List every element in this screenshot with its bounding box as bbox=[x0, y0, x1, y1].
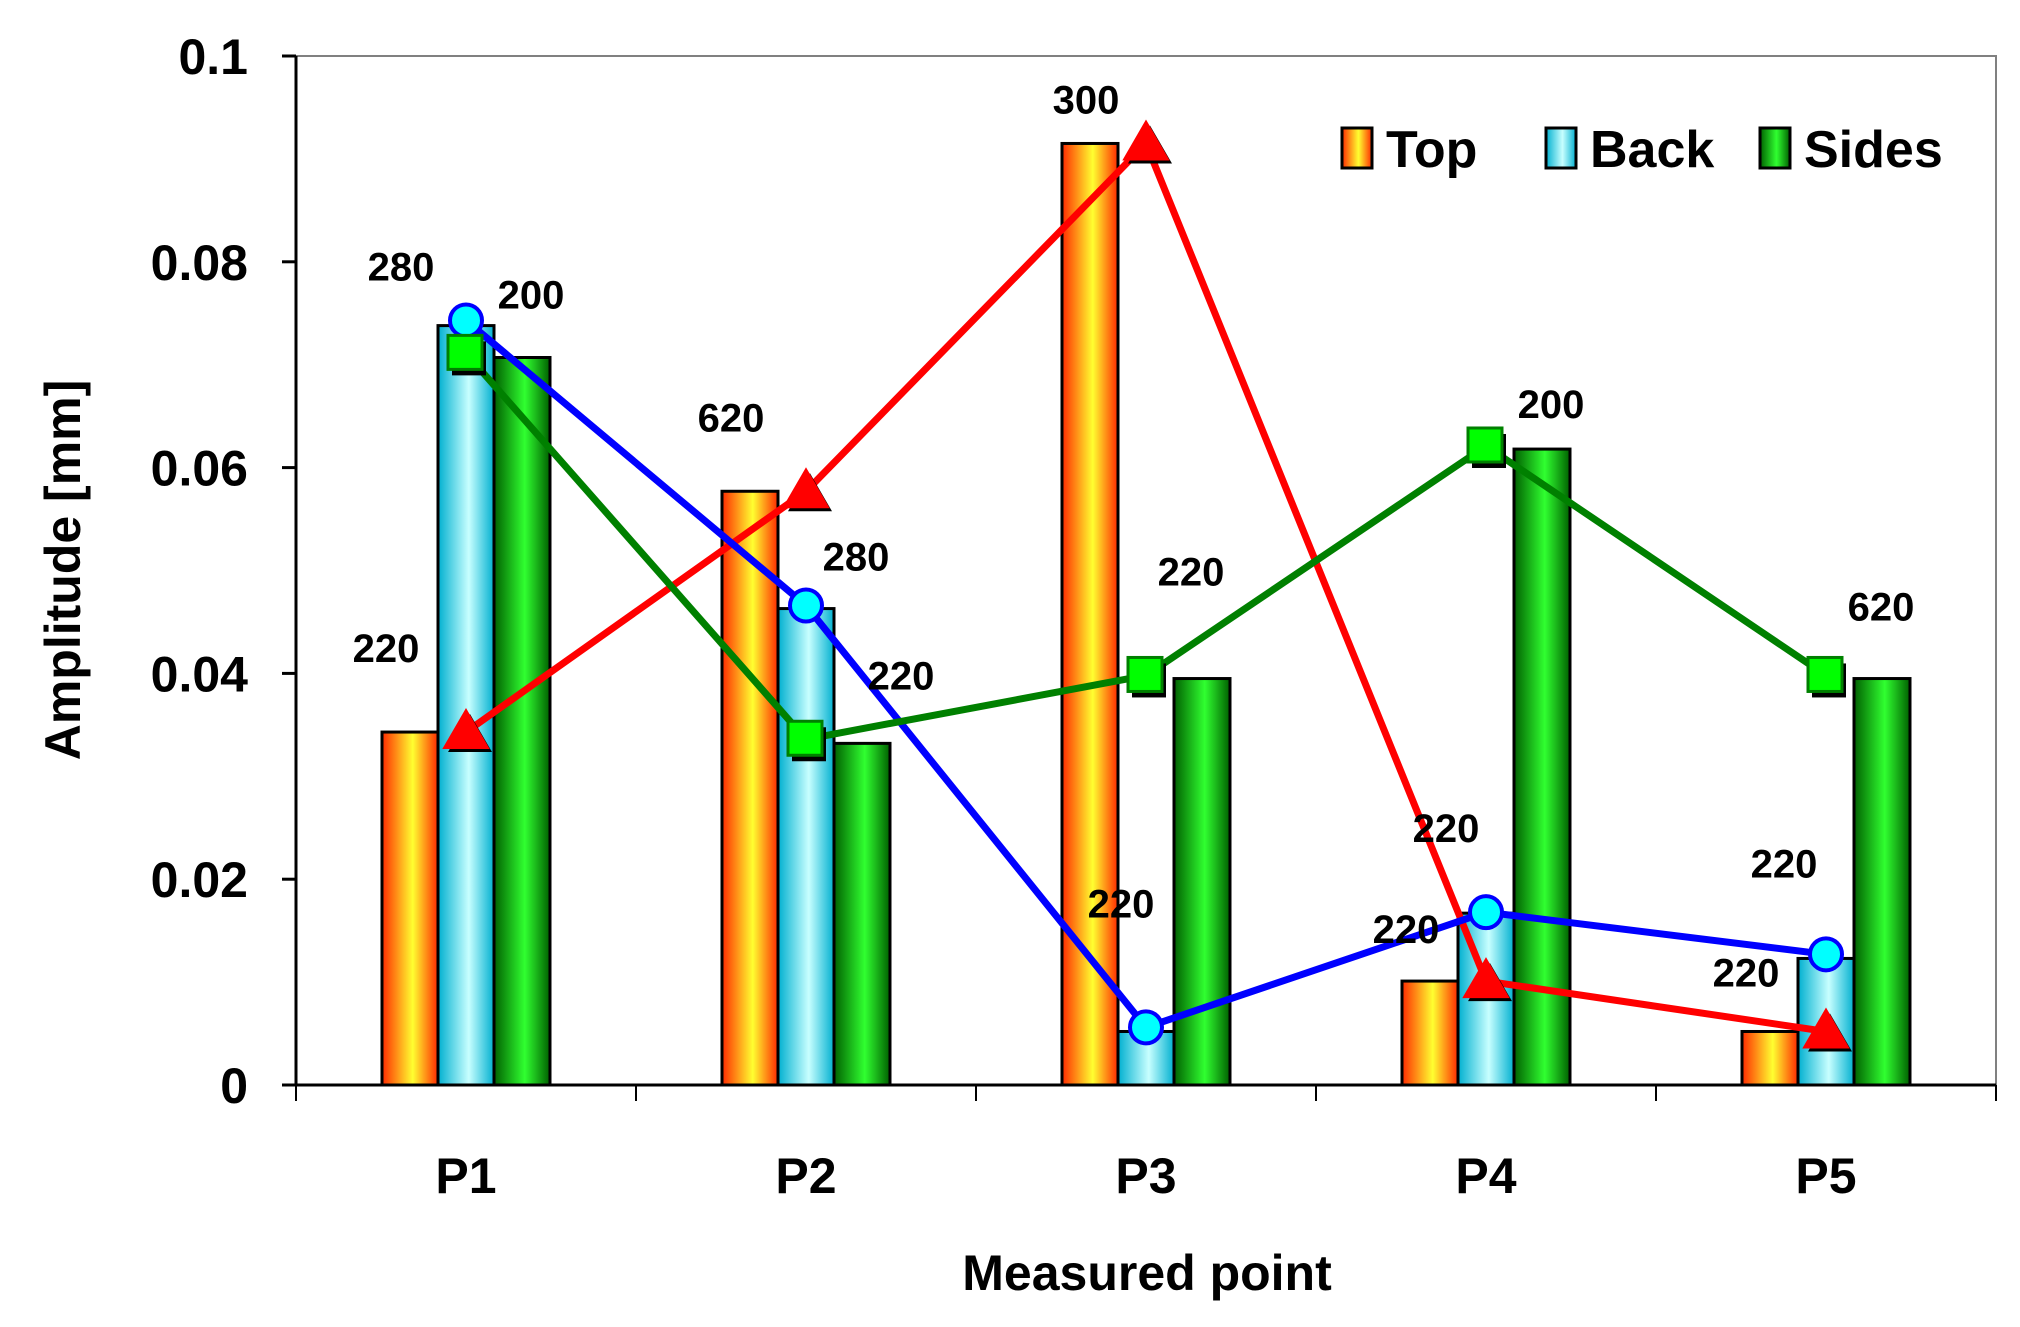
bar-back-p2 bbox=[776, 607, 836, 1087]
y-tick-label: 0.02 bbox=[151, 852, 248, 908]
legend-swatch-back bbox=[1544, 126, 1578, 170]
data-label-top-p5: 220 bbox=[1713, 951, 1780, 995]
marker-top-p1 bbox=[442, 708, 490, 750]
data-label-sides-p4: 200 bbox=[1518, 383, 1585, 427]
data-label-top-p1: 220 bbox=[353, 627, 420, 671]
marker-top-p3 bbox=[1122, 119, 1170, 161]
bar-sides-p4 bbox=[1512, 447, 1572, 1087]
bar-top-p1 bbox=[380, 730, 440, 1087]
marker-back-p1 bbox=[448, 302, 484, 339]
marker-sides-p3 bbox=[1126, 655, 1164, 693]
data-label-top-p4: 220 bbox=[1373, 908, 1440, 952]
marker-top-p4 bbox=[1462, 957, 1510, 999]
marker-sides-p1 bbox=[446, 333, 484, 371]
y-tick-label: 0 bbox=[220, 1058, 248, 1114]
bar-sides-p5 bbox=[1852, 677, 1912, 1087]
x-tick-label-p5: P5 bbox=[1795, 1148, 1856, 1204]
data-labels-layer: 220 620 300 220 220 280 280 220 220 220 200 220 220 2… bbox=[353, 78, 1915, 995]
legend-label-top: Top bbox=[1386, 121, 1477, 179]
marker-back-p5 bbox=[1808, 936, 1844, 973]
y-tick-label: 0.08 bbox=[151, 235, 248, 291]
marker-back-p4 bbox=[1468, 894, 1504, 931]
y-tick-label: 0.06 bbox=[151, 441, 248, 497]
y-tick-label: 0.1 bbox=[178, 29, 248, 85]
marker-top-p5 bbox=[1802, 1007, 1850, 1049]
data-label-sides-p5: 620 bbox=[1848, 585, 1915, 629]
marker-back-p3 bbox=[1128, 1009, 1164, 1046]
legend-swatch-sides bbox=[1758, 126, 1792, 170]
y-tick-label: 0.04 bbox=[151, 646, 249, 702]
y-ticks: 0 0.02 0.04 0.06 0.08 0.1 bbox=[151, 29, 296, 1114]
data-label-back-p5: 220 bbox=[1751, 842, 1818, 886]
bar-top-p5 bbox=[1740, 1029, 1800, 1087]
x-ticks: P1 P2 P3 P4 P5 bbox=[295, 1085, 1997, 1204]
y-axis-title: Amplitude [mm] bbox=[35, 380, 91, 761]
data-label-back-p4: 220 bbox=[1413, 807, 1480, 851]
axes bbox=[286, 56, 1996, 1087]
marker-sides-p5 bbox=[1806, 655, 1844, 693]
x-axis-title: Measured point bbox=[962, 1245, 1332, 1301]
data-label-sides-p1: 200 bbox=[498, 273, 565, 317]
x-tick-label-p3: P3 bbox=[1115, 1148, 1176, 1204]
bar-top-p2 bbox=[720, 489, 780, 1087]
data-label-back-p1: 280 bbox=[368, 245, 435, 289]
bar-sides-p1 bbox=[492, 355, 552, 1087]
legend-label-back: Back bbox=[1590, 121, 1714, 179]
x-tick-label-p4: P4 bbox=[1455, 1148, 1516, 1204]
data-label-top-p2: 620 bbox=[698, 396, 765, 440]
data-label-back-p3: 220 bbox=[1088, 882, 1155, 926]
legend-swatch-top bbox=[1340, 126, 1374, 170]
bar-sides-p3 bbox=[1172, 677, 1232, 1087]
data-label-sides-p2: 220 bbox=[868, 654, 935, 698]
data-label-top-p3: 300 bbox=[1053, 78, 1120, 122]
data-label-back-p2: 280 bbox=[823, 535, 890, 579]
bars-layer bbox=[380, 141, 1912, 1087]
bar-top-p3 bbox=[1060, 141, 1120, 1087]
legend-label-sides: Sides bbox=[1804, 121, 1943, 179]
x-tick-label-p1: P1 bbox=[435, 1148, 496, 1204]
bar-top-p4 bbox=[1400, 979, 1460, 1087]
x-tick-label-p2: P2 bbox=[775, 1148, 836, 1204]
data-label-sides-p3: 220 bbox=[1158, 550, 1225, 594]
marker-back-p2 bbox=[788, 587, 824, 624]
marker-sides-p2 bbox=[786, 719, 824, 757]
legend: Top Back Sides bbox=[1340, 121, 1943, 179]
marker-sides-p4 bbox=[1466, 426, 1504, 464]
bar-sides-p2 bbox=[832, 741, 892, 1087]
markers-layer bbox=[442, 119, 1852, 1052]
bar-back-p1 bbox=[436, 324, 496, 1087]
marker-top-p2 bbox=[782, 467, 830, 509]
